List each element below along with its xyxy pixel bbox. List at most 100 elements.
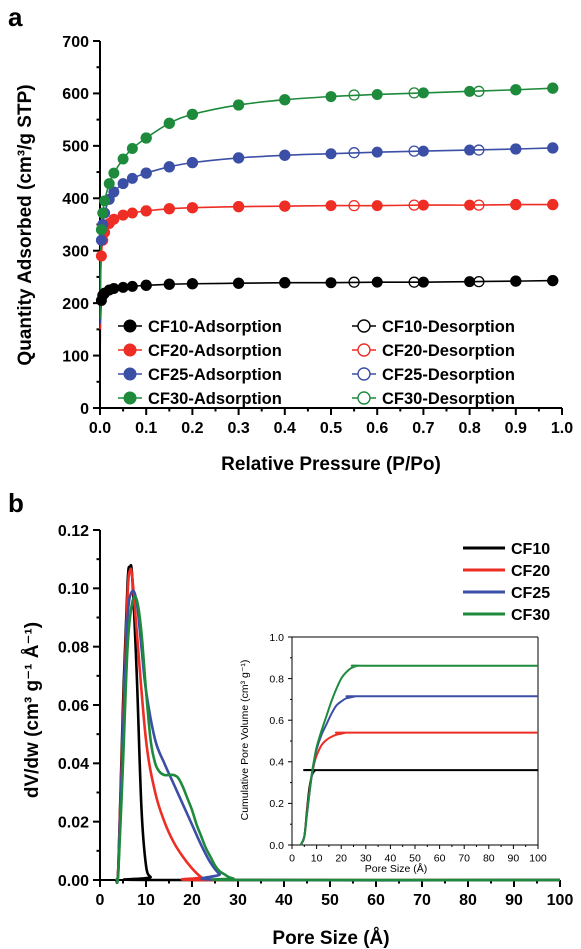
inset-x-tick-label: 0 xyxy=(289,853,295,865)
chart-a-legend: CF10-Adsorption CF10-Desorption CF20-Adsor… xyxy=(118,318,515,408)
legend-item-cf30-desorption: CF30-Desorption xyxy=(352,390,515,408)
data-point-cf25-desorption xyxy=(232,152,245,164)
legend-item-cf10: CF10 xyxy=(463,541,550,558)
chart-a-y-tick-label: 700 xyxy=(62,34,89,51)
legend-label: CF25-Desorption xyxy=(382,366,515,384)
legend-label: CF30 xyxy=(511,607,550,624)
chart-b-x-tick-label: 30 xyxy=(229,892,247,909)
chart-a-x-tick-label: 0.5 xyxy=(320,420,342,437)
data-point-cf20-desorption xyxy=(547,198,559,211)
data-point-cf20-adsorption xyxy=(108,213,120,225)
data-point-cf30-adsorption xyxy=(108,167,120,179)
legend-label: CF20-Desorption xyxy=(382,342,515,360)
chart-b-y-tick-label: 0.06 xyxy=(58,698,89,715)
data-point-cf25-desorption xyxy=(473,144,485,156)
legend-item-cf20: CF20 xyxy=(463,563,550,580)
legend-marker xyxy=(123,319,137,333)
legend-marker xyxy=(357,319,371,333)
data-point-cf10-adsorption xyxy=(417,276,429,288)
chart-a-y-tick-label: 100 xyxy=(62,348,89,365)
data-point-cf30-adsorption xyxy=(371,88,383,100)
data-point-cf10-desorption xyxy=(547,274,559,287)
inset-x-tick-label: 80 xyxy=(483,853,495,865)
legend-label: CF25-Adsorption xyxy=(148,366,282,384)
series-line-cf30 xyxy=(114,595,561,884)
data-point-cf30-desorption xyxy=(408,87,420,99)
legend-item-cf30-adsorption: CF30-Adsorption xyxy=(118,390,282,408)
chart-a-x-tick-label: 0.1 xyxy=(135,420,157,437)
data-point-cf20-adsorption xyxy=(371,200,383,212)
legend-marker xyxy=(357,391,371,405)
legend-item-cf25: CF25 xyxy=(463,585,550,602)
chart-b-x-tick-label: 20 xyxy=(183,892,201,909)
chart-a-y-tick-label: 500 xyxy=(62,139,89,156)
chart-a-x-tick-label: 0.9 xyxy=(505,420,527,437)
inset-series-line-cf30 xyxy=(299,664,538,846)
chart-b-legend: CF10 CF20 CF25 CF30 xyxy=(463,541,550,624)
legend-label: CF25 xyxy=(511,585,550,602)
inset-chart: 0 10 20 30 40 50 60 70 80 90 100 0.0 0.2 0.4 0.6 0.8 1.0… xyxy=(239,632,547,875)
panel-label-a: a xyxy=(8,2,23,32)
data-point-cf20-adsorption xyxy=(417,199,429,211)
data-point-cf10-desorption xyxy=(279,277,291,289)
chart-a-y-tick-label: 600 xyxy=(62,86,89,103)
chart-b-y-tick-label: 0.08 xyxy=(58,639,89,656)
data-point-cf20-desorption xyxy=(279,200,291,212)
inset-y-tick-label: 1.0 xyxy=(269,632,284,644)
data-point-cf10-adsorption xyxy=(325,277,337,289)
data-point-cf30-adsorption xyxy=(325,91,337,103)
legend-item-cf25-desorption: CF25-Desorption xyxy=(352,366,515,384)
chart-a-x-tick-label: 1.0 xyxy=(551,420,573,437)
inset-y-tick-label: 0.6 xyxy=(269,715,284,727)
series-line-cf20-adsorption xyxy=(99,203,553,330)
inset-background xyxy=(292,637,538,845)
data-point-cf30-adsorption xyxy=(95,224,107,236)
data-point-cf20-adsorption xyxy=(126,207,138,219)
chart-b-x-tick-label: 0 xyxy=(96,892,105,909)
data-point-cf20-desorption xyxy=(163,203,175,215)
inset-y-tick-label: 0.8 xyxy=(269,673,284,685)
data-point-cf30-desorption xyxy=(510,84,522,96)
data-point-cf20-desorption xyxy=(348,199,360,212)
chart-a-x-tick-label: 0.0 xyxy=(89,420,111,437)
chart-b-x-tick-label: 90 xyxy=(505,892,523,909)
data-point-cf10-desorption xyxy=(408,276,420,288)
chart-b-x-tick-label: 70 xyxy=(413,892,431,909)
series-line-cf25-adsorption xyxy=(99,147,553,325)
data-point-cf20-desorption xyxy=(186,202,199,214)
data-point-cf25-desorption xyxy=(547,142,559,154)
inset-y-tick-label: 0.0 xyxy=(269,840,284,852)
data-point-cf20-desorption xyxy=(232,201,245,213)
data-point-cf30-desorption xyxy=(186,108,199,121)
chart-b-y-tick-label: 0.12 xyxy=(58,523,89,540)
inset-y-tick-label: 0.4 xyxy=(269,757,284,769)
chart-a-y-tick-label: 400 xyxy=(62,191,89,208)
data-point-cf25-adsorption xyxy=(117,178,129,190)
isotherm-chart: Relative Pressure (P/Po) Quantity Adsorb… xyxy=(15,34,573,475)
data-point-cf10-adsorption xyxy=(117,281,129,293)
chart-a-x-tick-label: 0.6 xyxy=(366,420,388,437)
legend-item-cf20-adsorption: CF20-Adsorption xyxy=(118,342,282,360)
data-point-cf25-desorption xyxy=(510,143,522,155)
legend-label: CF20-Adsorption xyxy=(148,342,282,360)
inset-x-tick-label: 70 xyxy=(458,853,470,865)
data-point-cf25-adsorption xyxy=(325,148,337,160)
chart-b-xlabel: Pore Size (Å) xyxy=(272,928,389,949)
legend-label: CF10-Adsorption xyxy=(148,318,282,336)
legend-label: CF30-Desorption xyxy=(382,390,515,408)
data-point-cf25-adsorption xyxy=(371,146,383,158)
chart-b-y-tick-label: 0.10 xyxy=(58,581,89,598)
chart-b-y-tick-label: 0.00 xyxy=(58,873,89,890)
chart-a-x-tick-label: 0.2 xyxy=(181,420,203,437)
data-point-cf20-adsorption xyxy=(464,199,476,211)
inset-y-tick-label: 0.2 xyxy=(269,798,284,810)
data-point-cf10-desorption xyxy=(510,275,522,287)
data-point-cf10-adsorption xyxy=(126,280,138,292)
legend-label: CF30-Adsorption xyxy=(148,390,282,408)
data-point-cf25-adsorption xyxy=(95,234,107,246)
chart-b-y-tick-label: 0.02 xyxy=(58,814,89,831)
data-point-cf25-desorption xyxy=(140,167,152,179)
data-point-cf10-desorption xyxy=(473,275,485,288)
chart-b-x-tick-label: 40 xyxy=(275,892,293,909)
